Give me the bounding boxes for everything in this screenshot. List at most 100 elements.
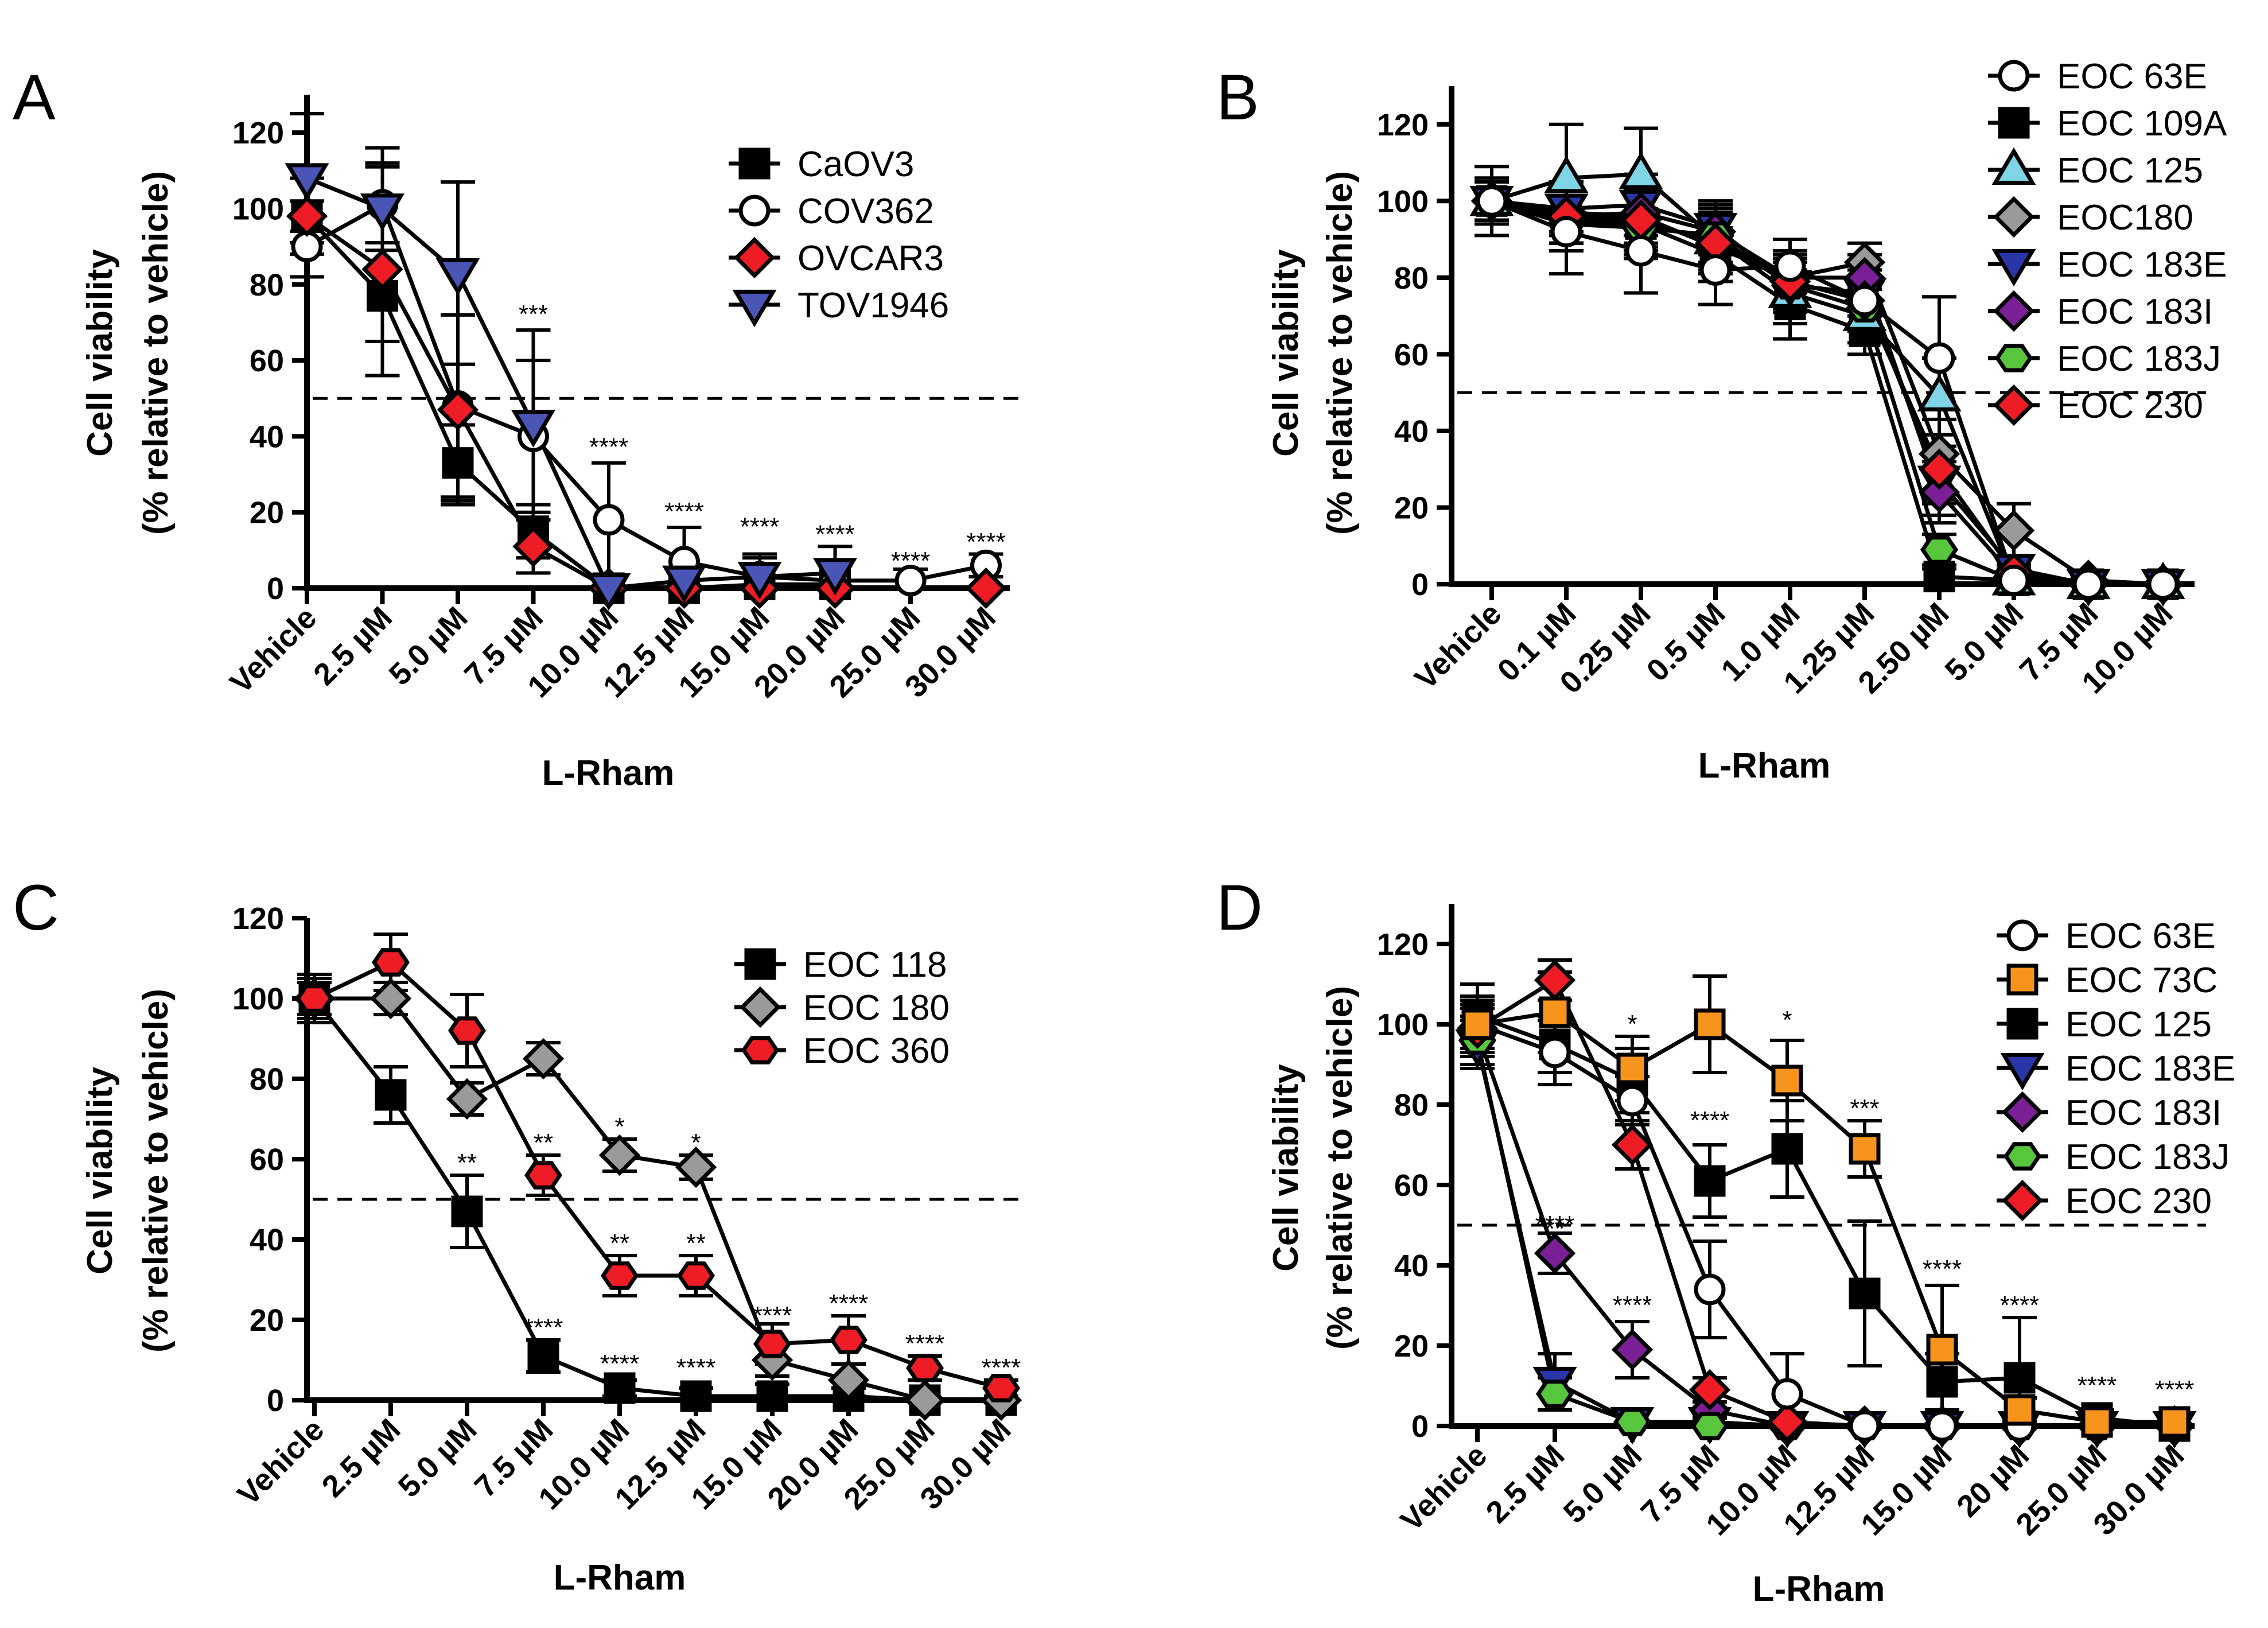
y-tick-label: 20 — [250, 496, 284, 530]
data-point — [2072, 568, 2104, 600]
legend-label: EOC 183E — [2065, 1049, 2235, 1089]
legend-marker — [1994, 344, 2033, 372]
y-axis-title: Cell viability — [80, 1067, 120, 1275]
data-point — [1849, 1277, 1881, 1310]
data-point — [1920, 535, 1959, 564]
data-point — [375, 1079, 407, 1111]
significance-label: ** — [1545, 1215, 1565, 1243]
data-point — [982, 1374, 1021, 1402]
significance-label: **** — [966, 528, 1006, 556]
data-point — [1476, 185, 1508, 217]
legend-label: EOC 125 — [2057, 151, 2203, 191]
significance-label: * — [614, 1113, 624, 1141]
legend-item: EOC 183I — [1997, 1091, 2222, 1133]
legend-marker — [1993, 290, 2035, 332]
y-tick-label: 60 — [250, 344, 284, 378]
legend-label: EOC 183J — [2057, 339, 2221, 379]
y-tick-label: 0 — [267, 572, 284, 606]
data-point — [1625, 235, 1657, 267]
legend-label: EOC 230 — [2065, 1182, 2212, 1221]
panel-c: C 0 20 40 60 80 100 120 Cell viability (% relativ… — [13, 872, 1022, 1598]
legend-label: COV362 — [798, 192, 934, 231]
data-point — [1917, 374, 1962, 412]
data-point — [1771, 1064, 1803, 1097]
y-tick-label: 80 — [1394, 1088, 1429, 1122]
series-line — [314, 996, 1001, 1402]
y-axis-title: Cell viability — [80, 249, 120, 457]
data-point — [1774, 250, 1806, 282]
data-point — [1616, 1052, 1648, 1085]
data-point — [511, 410, 556, 448]
y-tick-label: 100 — [1377, 184, 1429, 219]
y-axis-subtitle: (% relative to vehicle) — [136, 989, 176, 1353]
data-point — [829, 1326, 868, 1354]
x-tick-label: Vehicle — [231, 1412, 330, 1512]
data-point — [1619, 151, 1663, 189]
data-point — [1923, 342, 1955, 374]
data-point — [1539, 996, 1571, 1028]
y-axis-subtitle: (% relative to vehicle) — [1320, 986, 1360, 1350]
data-point — [1771, 1133, 1803, 1165]
y-tick-label: 100 — [232, 192, 284, 226]
legend-label: EOC 183J — [2065, 1137, 2230, 1177]
data-point — [662, 565, 707, 604]
y-tick-label: 120 — [232, 116, 284, 150]
data-point — [753, 1330, 792, 1358]
data-point — [2081, 1406, 2113, 1438]
y-tick-label: 60 — [250, 1143, 284, 1177]
y-tick-label: 40 — [1394, 1249, 1429, 1283]
legend-item: EOC 230 — [1988, 384, 2203, 426]
x-tick-label: 0.5 µM — [1640, 596, 1732, 688]
data-point — [1534, 1232, 1576, 1275]
y-tick-label: 120 — [1377, 927, 1429, 962]
data-point — [965, 567, 1007, 609]
data-point — [285, 163, 329, 201]
legend-marker — [2000, 1052, 2045, 1091]
series-line — [1491, 199, 2163, 586]
data-point — [522, 1038, 565, 1080]
legend-item: EOC 180 — [734, 986, 950, 1028]
panel-letter: A — [13, 61, 56, 133]
legend-label: OVCAR3 — [798, 239, 944, 278]
x-tick-label: Vehicle — [223, 600, 323, 700]
y-axis-subtitle: (% relative to vehicle) — [136, 171, 176, 535]
significance-label: **** — [524, 1314, 563, 1342]
significance-label: * — [1627, 1010, 1637, 1038]
data-point — [676, 1261, 715, 1290]
legend-label: EOC180 — [2057, 198, 2193, 238]
data-point — [1849, 1410, 1881, 1442]
x-tick-label: 2.5 µM — [316, 1412, 407, 1504]
legend-label: EOC 183I — [2057, 292, 2213, 332]
data-point — [1699, 254, 1732, 286]
y-tick-label: 80 — [250, 268, 284, 302]
data-point — [371, 948, 410, 977]
data-point — [593, 504, 625, 536]
data-point — [1616, 1085, 1648, 1117]
x-tick-label: 5.0 µM — [1939, 596, 2030, 688]
significance-label: **** — [1690, 1106, 1730, 1134]
y-tick-label: 40 — [250, 1223, 284, 1257]
legend-marker — [2001, 1179, 2044, 1222]
panel-a: A 0 20 40 60 80 100 120 Cell viability (% relativ… — [13, 61, 1021, 793]
y-tick-label: 100 — [1377, 1008, 1429, 1042]
legend-marker — [1993, 196, 2035, 238]
legend: CaOV3 COV362 OVCAR3 TOV1946 — [729, 145, 949, 328]
significance-label: **** — [2155, 1376, 2195, 1404]
y-tick-label: 40 — [1394, 414, 1429, 449]
legend-marker — [1998, 60, 2030, 92]
data-point — [369, 977, 412, 1020]
legend-item: EOC 183E — [1988, 245, 2227, 287]
data-point — [1771, 1378, 1803, 1410]
x-axis-title: L-Rham — [1698, 746, 1831, 786]
legend-item: EOC 125 — [1997, 1005, 2212, 1044]
significance-label: **** — [905, 1330, 945, 1358]
data-point — [1918, 448, 1960, 490]
significance-label: **** — [676, 1354, 716, 1382]
x-axis-title: L-Rham — [542, 753, 675, 793]
data-point — [600, 1261, 639, 1290]
legend-item: EOC180 — [1988, 196, 2193, 238]
data-point — [1998, 564, 2030, 596]
legend-item: CaOV3 — [729, 145, 914, 184]
